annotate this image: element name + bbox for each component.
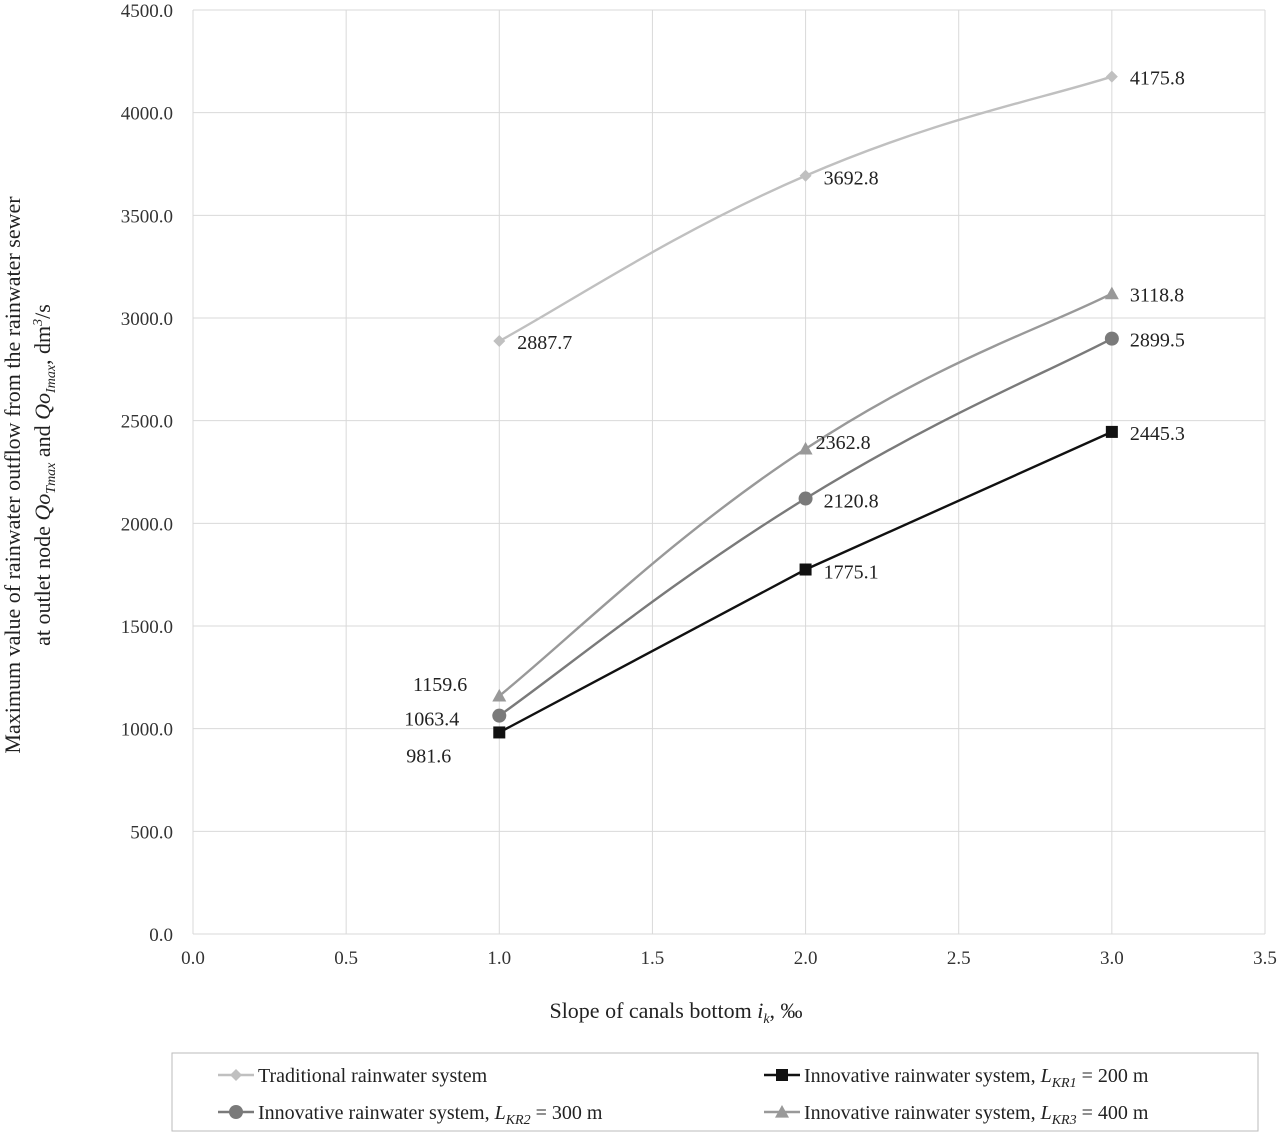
x-tick-label: 3.5 <box>1253 948 1277 969</box>
data-point-marker <box>798 491 813 506</box>
x-axis-ticks: 0.0 0.5 1.0 1.5 2.0 2.5 3.0 3.5 <box>181 948 1277 969</box>
legend-marker-circle-icon <box>229 1105 243 1119</box>
data-point-marker <box>492 688 507 702</box>
data-label: 2887.7 <box>517 332 572 354</box>
data-label: 2120.8 <box>824 491 879 513</box>
legend-marker-square-icon <box>776 1069 788 1081</box>
legend-label: Innovative rainwater system, LKR2 = 300 … <box>258 1102 603 1128</box>
data-label: 3692.8 <box>824 168 879 190</box>
data-point-marker <box>799 563 812 576</box>
y-tick-label: 0.0 <box>149 925 173 946</box>
x-tick-label: 0.0 <box>181 948 205 969</box>
data-label: 1159.6 <box>413 674 467 696</box>
data-point-marker <box>492 708 507 723</box>
y-axis-title-line2: at outlet node QoTmax and QoImax, dm3/s <box>30 304 59 646</box>
data-label: 2445.3 <box>1130 423 1185 445</box>
legend: Traditional rainwater system Innovative r… <box>171 1052 1259 1132</box>
y-axis-title-line1: Maximum value of rainwater outflow from … <box>0 196 25 754</box>
data-point-marker <box>1105 70 1118 83</box>
legend-label: Traditional rainwater system <box>258 1065 488 1087</box>
legend-marker-diamond-icon <box>230 1069 242 1081</box>
data-label: 2362.8 <box>816 432 871 454</box>
y-tick-label: 2000.0 <box>121 514 173 535</box>
legend-entry-2: Innovative rainwater system, LKR1 = 200 … <box>764 1065 1149 1091</box>
data-point-marker <box>798 441 813 455</box>
legend-marker-triangle-icon <box>775 1105 789 1118</box>
y-tick-label: 1500.0 <box>121 617 173 638</box>
x-tick-label: 2.5 <box>947 948 971 969</box>
x-tick-label: 1.0 <box>487 948 511 969</box>
legend-label: Innovative rainwater system, LKR3 = 400 … <box>804 1102 1149 1128</box>
data-label: 1063.4 <box>404 709 459 731</box>
y-tick-label: 1000.0 <box>121 720 173 741</box>
data-point-marker <box>1105 425 1118 438</box>
x-axis-title: Slope of canals bottom ik, ‰ <box>549 998 802 1027</box>
y-tick-label: 3500.0 <box>121 206 173 227</box>
x-tick-label: 1.5 <box>641 948 665 969</box>
legend-entry-3: Innovative rainwater system, LKR2 = 300 … <box>218 1102 603 1128</box>
data-label: 4175.8 <box>1130 68 1185 90</box>
data-point-marker <box>1104 331 1119 346</box>
y-tick-label: 3000.0 <box>121 309 173 330</box>
x-tick-label: 3.0 <box>1100 948 1124 969</box>
data-label: 2899.5 <box>1130 330 1185 352</box>
legend-entry-4: Innovative rainwater system, LKR3 = 400 … <box>764 1102 1149 1128</box>
y-tick-label: 2500.0 <box>121 412 173 433</box>
legend-box <box>171 1052 1259 1132</box>
x-tick-label: 0.5 <box>334 948 358 969</box>
data-label: 3118.8 <box>1130 285 1184 307</box>
data-label: 1775.1 <box>824 562 879 584</box>
data-point-marker <box>799 169 812 182</box>
data-point-marker <box>1104 286 1119 300</box>
data-labels: 2887.7 3692.8 4175.8 981.6 1775.1 2445.3 1063.… <box>404 68 1185 768</box>
legend-entry-1: Traditional rainwater system <box>218 1065 488 1087</box>
y-axis-title: Maximum value of rainwater outflow from … <box>0 196 59 754</box>
x-tick-label: 2.0 <box>794 948 818 969</box>
data-point-marker <box>493 726 506 739</box>
y-tick-label: 500.0 <box>130 822 173 843</box>
y-tick-label: 4000.0 <box>121 104 173 125</box>
legend-label: Innovative rainwater system, LKR1 = 200 … <box>804 1065 1149 1091</box>
y-axis-ticks: 0.0 500.0 1000.0 1500.0 2000.0 2500.0 3000.0 35… <box>121 1 173 946</box>
grid-lines <box>192 9 1266 935</box>
data-label: 981.6 <box>406 745 451 767</box>
series-markers <box>492 70 1119 739</box>
data-point-marker <box>493 335 506 348</box>
y-tick-label: 4500.0 <box>121 1 173 22</box>
